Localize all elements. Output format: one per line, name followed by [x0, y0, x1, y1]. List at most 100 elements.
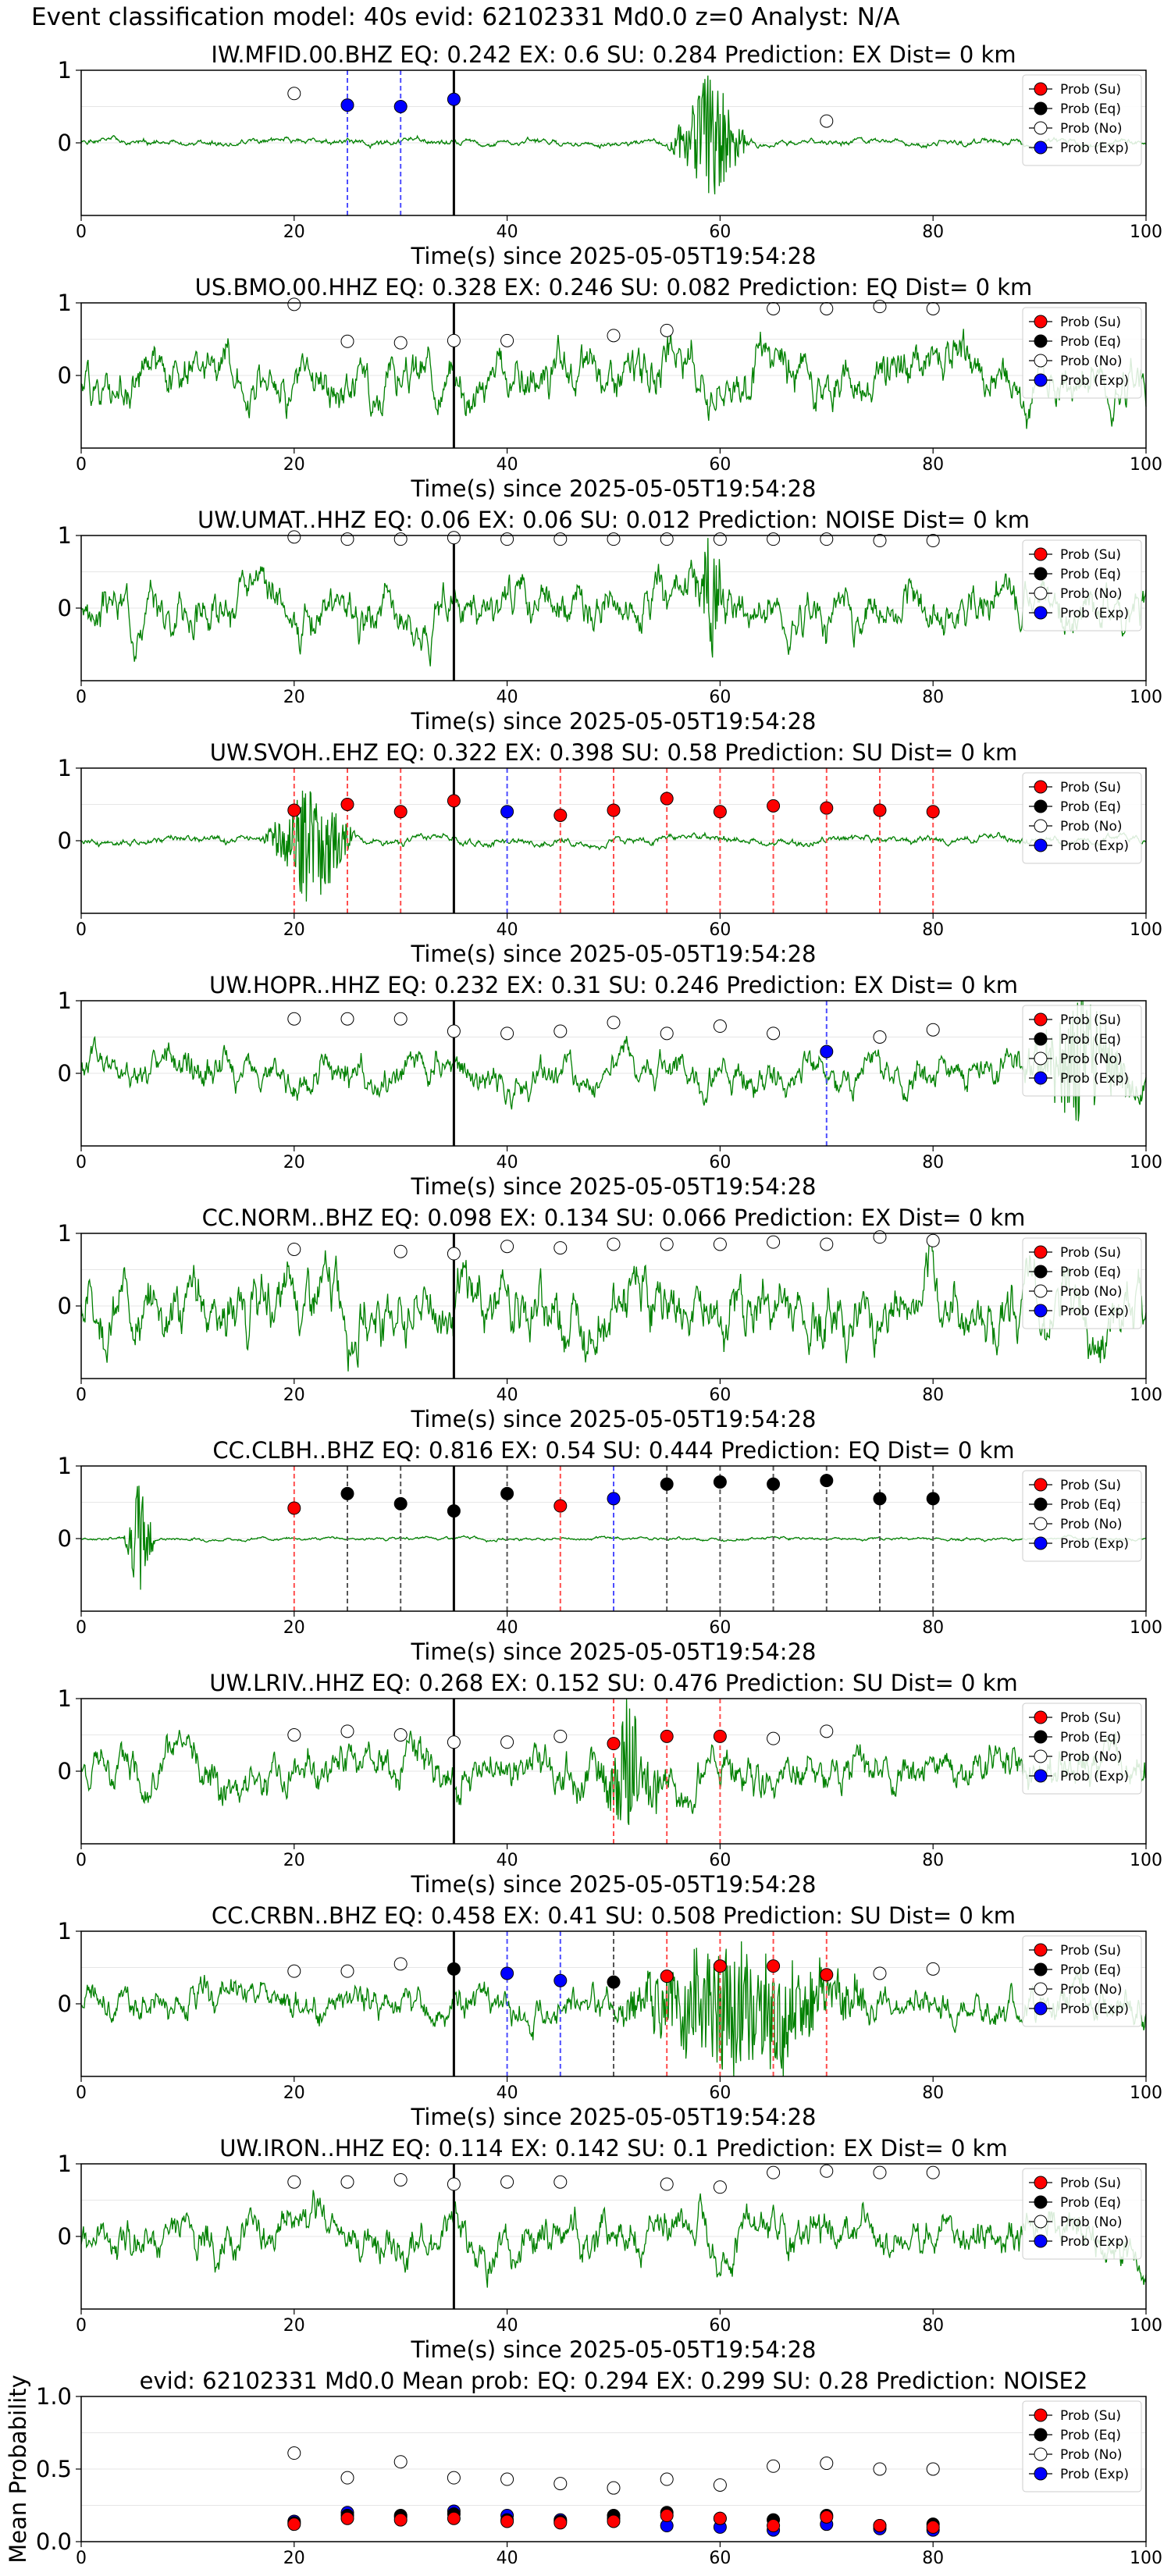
legend-label: Prob (Su) [1060, 1943, 1121, 1959]
legend-label: Prob (No) [1060, 121, 1123, 137]
prob-marker-no [393, 1728, 408, 1742]
legend-label: Prob (No) [1060, 1749, 1123, 1765]
legend-label: Prob (Exp) [1060, 141, 1129, 156]
x-tick-label: 40 [497, 1386, 518, 1405]
mean-marker-su [713, 2511, 727, 2525]
legend-label: Prob (Eq) [1060, 799, 1121, 815]
legend-marker [1034, 1265, 1048, 1279]
prob-marker-no [607, 329, 621, 343]
x-tick-label: 0 [76, 920, 87, 940]
y-tick-label: 1 [58, 1918, 72, 1944]
mean-marker-su [447, 2511, 461, 2525]
x-tick-label: 20 [283, 1386, 305, 1405]
prob-marker-eq [447, 1962, 461, 1976]
legend-marker [1034, 141, 1048, 155]
y-tick-label: 0 [58, 1991, 72, 2017]
panel-title: IW.MFID.00.BHZ EQ: 0.242 EX: 0.6 SU: 0.2… [211, 41, 1016, 68]
mean-marker-no [500, 2472, 514, 2486]
x-tick-label: 100 [1130, 455, 1162, 475]
panel-5: UW.HOPR..HHZ EQ: 0.232 EX: 0.31 SU: 0.24… [58, 972, 1162, 1200]
legend-marker [1034, 547, 1048, 561]
panel-title: US.BMO.00.HHZ EQ: 0.328 EX: 0.246 SU: 0.… [195, 274, 1033, 301]
x-tick-label: 100 [1130, 1386, 1162, 1405]
x-tick-label: 40 [497, 455, 518, 475]
prob-marker-no [767, 532, 781, 546]
x-tick-label: 60 [709, 2316, 731, 2336]
mean-marker-no [873, 2462, 887, 2476]
legend-label: Prob (No) [1060, 819, 1123, 834]
x-tick-label: 0 [76, 1851, 87, 1870]
x-tick-label: 100 [1130, 1153, 1162, 1172]
panel-8: UW.LRIV..HHZ EQ: 0.268 EX: 0.152 SU: 0.4… [58, 1670, 1162, 1898]
legend-marker [1034, 354, 1048, 368]
legend-label: Prob (Exp) [1060, 606, 1129, 621]
x-axis-label: Time(s) since 2025-05-05T19:54:28 [411, 708, 817, 735]
waveform-trace [80, 1698, 1147, 1825]
panel-9: CC.CRBN..BHZ EQ: 0.458 EX: 0.41 SU: 0.50… [58, 1902, 1162, 2130]
waveform-trace [80, 538, 1147, 667]
prob-marker-no [287, 1012, 301, 1026]
x-tick-label: 0 [76, 455, 87, 475]
prob-marker-su [393, 805, 408, 819]
prob-marker-su [767, 799, 781, 813]
legend-label: Prob (No) [1060, 354, 1123, 369]
legend-marker [1034, 315, 1048, 329]
x-tick-label: 80 [922, 455, 944, 475]
prob-marker-no [767, 2165, 781, 2179]
x-axis-label: Time(s) since 2025-05-05T19:54:28 [411, 941, 817, 967]
prob-marker-su [660, 1729, 674, 1743]
legend-label: Prob (Eq) [1060, 567, 1121, 582]
panel-10: UW.IRON..HHZ EQ: 0.114 EX: 0.142 SU: 0.1… [58, 2135, 1162, 2363]
prob-marker-no [340, 2175, 354, 2189]
legend-label: Prob (Su) [1060, 315, 1121, 330]
legend-label: Prob (Exp) [1060, 1536, 1129, 1552]
prob-marker-no [287, 297, 301, 311]
legend-marker [1034, 1051, 1048, 1066]
prob-marker-su [660, 792, 674, 806]
y-tick-label: 0 [58, 362, 72, 389]
prob-marker-eq [340, 1486, 354, 1500]
x-tick-label: 40 [497, 222, 518, 242]
prob-marker-no [553, 532, 568, 546]
mean-marker-no [767, 2459, 781, 2473]
prob-marker-no [713, 532, 727, 546]
prob-marker-eq [393, 1496, 408, 1510]
prob-marker-eq [713, 1475, 727, 1489]
legend-marker [1034, 2467, 1048, 2481]
prob-marker-eq [660, 1477, 674, 1491]
y-tick-label: 0 [58, 2223, 72, 2250]
y-tick-label: 1 [58, 290, 72, 316]
y-axis-label: Mean Probability [5, 2375, 31, 2564]
legend-marker [1034, 2234, 1048, 2248]
prob-marker-exp [500, 805, 514, 819]
prob-marker-no [553, 2175, 568, 2189]
prob-marker-no [926, 1962, 940, 1976]
mean-marker-su [393, 2513, 408, 2527]
mean-marker-su [500, 2514, 514, 2528]
prob-marker-su [820, 1968, 834, 1982]
x-tick-label: 100 [1130, 1851, 1162, 1870]
legend-marker [1034, 1517, 1048, 1531]
legend-marker [1034, 1478, 1048, 1492]
legend-marker [1034, 334, 1048, 348]
prob-marker-eq [873, 1492, 887, 1506]
mean-marker-su [767, 2519, 781, 2533]
panel-3: UW.UMAT..HHZ EQ: 0.06 EX: 0.06 SU: 0.012… [58, 507, 1162, 735]
legend-marker [1034, 2428, 1048, 2442]
mean-marker-no [447, 2471, 461, 2485]
legend-label: Prob (Eq) [1060, 1730, 1121, 1745]
legend-marker [1034, 1012, 1048, 1026]
x-tick-label: 100 [1130, 920, 1162, 940]
prob-marker-no [553, 1241, 568, 1255]
legend-marker [1034, 1730, 1048, 1744]
prob-marker-no [500, 333, 514, 347]
legend-marker [1034, 1032, 1048, 1046]
prob-marker-eq [500, 1486, 514, 1500]
x-tick-label: 60 [709, 455, 731, 475]
prob-marker-no [873, 1030, 887, 1044]
x-tick-label: 0 [76, 2549, 87, 2568]
prob-marker-no [500, 2175, 514, 2189]
panel-title: CC.CRBN..BHZ EQ: 0.458 EX: 0.41 SU: 0.50… [212, 1902, 1016, 1929]
x-tick-label: 40 [497, 2083, 518, 2103]
